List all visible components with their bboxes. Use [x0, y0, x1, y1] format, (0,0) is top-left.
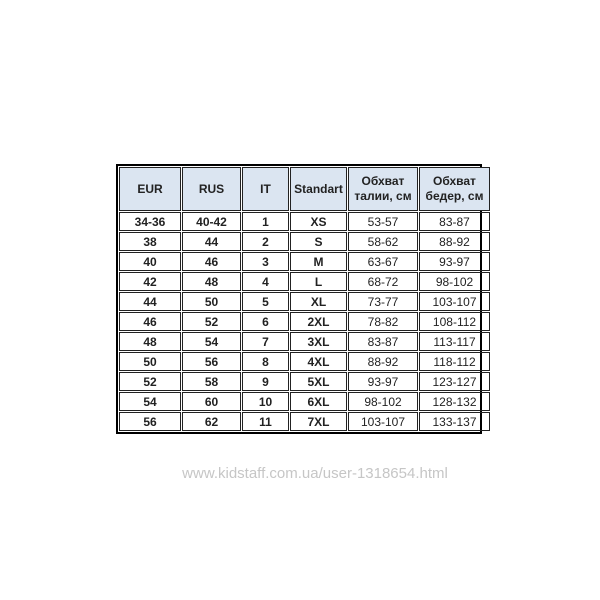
table-row: 34-36 40-42 1 XS 53-57 83-87 — [119, 212, 490, 231]
table-row: 50 56 8 4XL 88-92 118-112 — [119, 352, 490, 371]
cell-eur: 40 — [119, 252, 181, 271]
table-row: 44 50 5 XL 73-77 103-107 — [119, 292, 490, 311]
cell-it: 1 — [242, 212, 289, 231]
cell-hips: 98-102 — [419, 272, 490, 291]
watermark: www.kidstaff.com.ua/user-1318654.html — [182, 465, 448, 482]
cell-rus: 52 — [182, 312, 241, 331]
cell-rus: 54 — [182, 332, 241, 351]
cell-hips: 93-97 — [419, 252, 490, 271]
header-it: IT — [242, 167, 289, 211]
header-standart: Standart — [290, 167, 347, 211]
header-row: EUR RUS IT Standart Обхват талии, см Обх… — [119, 167, 490, 211]
cell-eur: 46 — [119, 312, 181, 331]
cell-eur: 42 — [119, 272, 181, 291]
cell-it: 5 — [242, 292, 289, 311]
cell-hips: 88-92 — [419, 232, 490, 251]
header-eur: EUR — [119, 167, 181, 211]
cell-waist: 58-62 — [348, 232, 418, 251]
cell-standart: 7XL — [290, 412, 347, 431]
cell-rus: 40-42 — [182, 212, 241, 231]
cell-waist: 73-77 — [348, 292, 418, 311]
cell-waist: 53-57 — [348, 212, 418, 231]
cell-hips: 113-117 — [419, 332, 490, 351]
cell-eur: 34-36 — [119, 212, 181, 231]
cell-waist: 83-87 — [348, 332, 418, 351]
cell-rus: 50 — [182, 292, 241, 311]
cell-waist: 98-102 — [348, 392, 418, 411]
cell-standart: 5XL — [290, 372, 347, 391]
cell-hips: 128-132 — [419, 392, 490, 411]
header-rus: RUS — [182, 167, 241, 211]
cell-standart: 6XL — [290, 392, 347, 411]
cell-eur: 48 — [119, 332, 181, 351]
cell-it: 11 — [242, 412, 289, 431]
cell-standart: S — [290, 232, 347, 251]
cell-it: 2 — [242, 232, 289, 251]
cell-eur: 56 — [119, 412, 181, 431]
cell-it: 6 — [242, 312, 289, 331]
cell-it: 3 — [242, 252, 289, 271]
cell-eur: 50 — [119, 352, 181, 371]
table-row: 48 54 7 3XL 83-87 113-117 — [119, 332, 490, 351]
cell-it: 10 — [242, 392, 289, 411]
cell-standart: 4XL — [290, 352, 347, 371]
header-waist: Обхват талии, см — [348, 167, 418, 211]
cell-waist: 78-82 — [348, 312, 418, 331]
cell-standart: L — [290, 272, 347, 291]
cell-hips: 133-137 — [419, 412, 490, 431]
cell-rus: 62 — [182, 412, 241, 431]
cell-rus: 56 — [182, 352, 241, 371]
table-row: 40 46 3 M 63-67 93-97 — [119, 252, 490, 271]
cell-it: 8 — [242, 352, 289, 371]
cell-eur: 52 — [119, 372, 181, 391]
table-row: 42 48 4 L 68-72 98-102 — [119, 272, 490, 291]
table-row: 56 62 11 7XL 103-107 133-137 — [119, 412, 490, 431]
table-row: 38 44 2 S 58-62 88-92 — [119, 232, 490, 251]
cell-hips: 123-127 — [419, 372, 490, 391]
cell-waist: 88-92 — [348, 352, 418, 371]
cell-hips: 118-112 — [419, 352, 490, 371]
cell-hips: 103-107 — [419, 292, 490, 311]
size-chart-table: EUR RUS IT Standart Обхват талии, см Обх… — [116, 164, 490, 434]
cell-rus: 48 — [182, 272, 241, 291]
cell-waist: 68-72 — [348, 272, 418, 291]
cell-standart: XL — [290, 292, 347, 311]
cell-eur: 44 — [119, 292, 181, 311]
table-row: 46 52 6 2XL 78-82 108-112 — [119, 312, 490, 331]
cell-standart: M — [290, 252, 347, 271]
cell-waist: 63-67 — [348, 252, 418, 271]
cell-standart: XS — [290, 212, 347, 231]
cell-waist: 93-97 — [348, 372, 418, 391]
cell-it: 9 — [242, 372, 289, 391]
cell-hips: 108-112 — [419, 312, 490, 331]
cell-hips: 83-87 — [419, 212, 490, 231]
cell-rus: 46 — [182, 252, 241, 271]
cell-eur: 38 — [119, 232, 181, 251]
cell-it: 7 — [242, 332, 289, 351]
cell-rus: 60 — [182, 392, 241, 411]
cell-standart: 2XL — [290, 312, 347, 331]
table-row: 54 60 10 6XL 98-102 128-132 — [119, 392, 490, 411]
cell-waist: 103-107 — [348, 412, 418, 431]
cell-it: 4 — [242, 272, 289, 291]
header-hips: Обхват бедер, см — [419, 167, 490, 211]
cell-eur: 54 — [119, 392, 181, 411]
cell-rus: 58 — [182, 372, 241, 391]
cell-rus: 44 — [182, 232, 241, 251]
cell-standart: 3XL — [290, 332, 347, 351]
table-row: 52 58 9 5XL 93-97 123-127 — [119, 372, 490, 391]
